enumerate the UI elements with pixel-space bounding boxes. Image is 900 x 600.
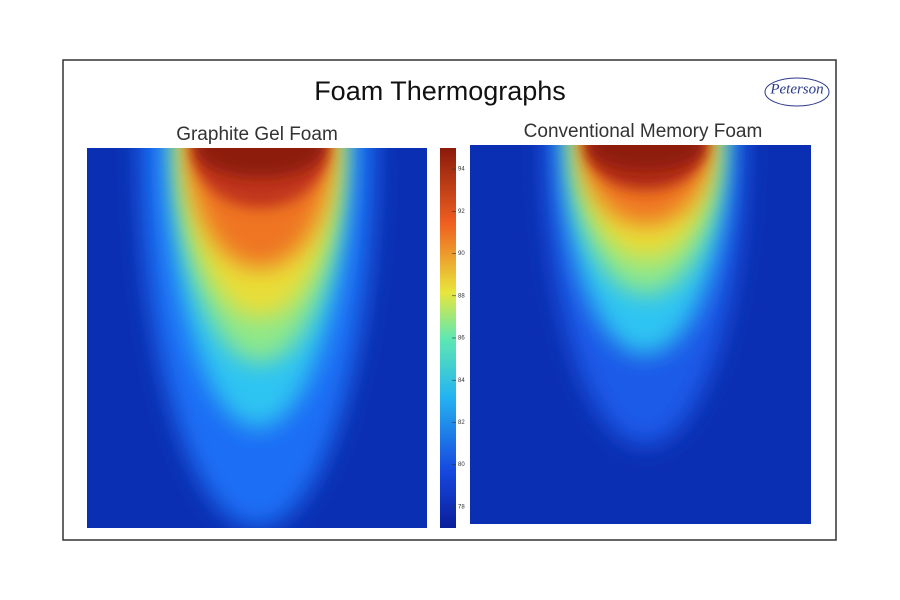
colorbar-tick-label: 86 — [458, 336, 465, 342]
heat-zone — [588, 145, 704, 170]
colorbar-tick-label: 92 — [458, 209, 465, 215]
colorbar-tick-label: 94 — [458, 167, 465, 173]
colorbar-tick-label: 82 — [458, 420, 465, 426]
colorbar-tick-label: 88 — [458, 293, 465, 299]
colorbar-tick-label: 78 — [458, 504, 465, 510]
heatmap — [87, 148, 427, 528]
panel-title: Conventional Memory Foam — [524, 121, 763, 142]
panel-title: Graphite Gel Foam — [176, 124, 338, 145]
logo: Peterson — [769, 81, 823, 97]
logo-ring — [764, 77, 830, 107]
colorbar-tick-label: 84 — [458, 378, 465, 384]
heat-zone — [195, 148, 325, 178]
colorbar — [440, 148, 456, 528]
slide-title: Foam Thermographs — [314, 76, 566, 106]
colorbar-tick-label: 80 — [458, 462, 465, 468]
colorbar-tick-label: 90 — [458, 251, 465, 257]
heatmap — [470, 145, 811, 524]
